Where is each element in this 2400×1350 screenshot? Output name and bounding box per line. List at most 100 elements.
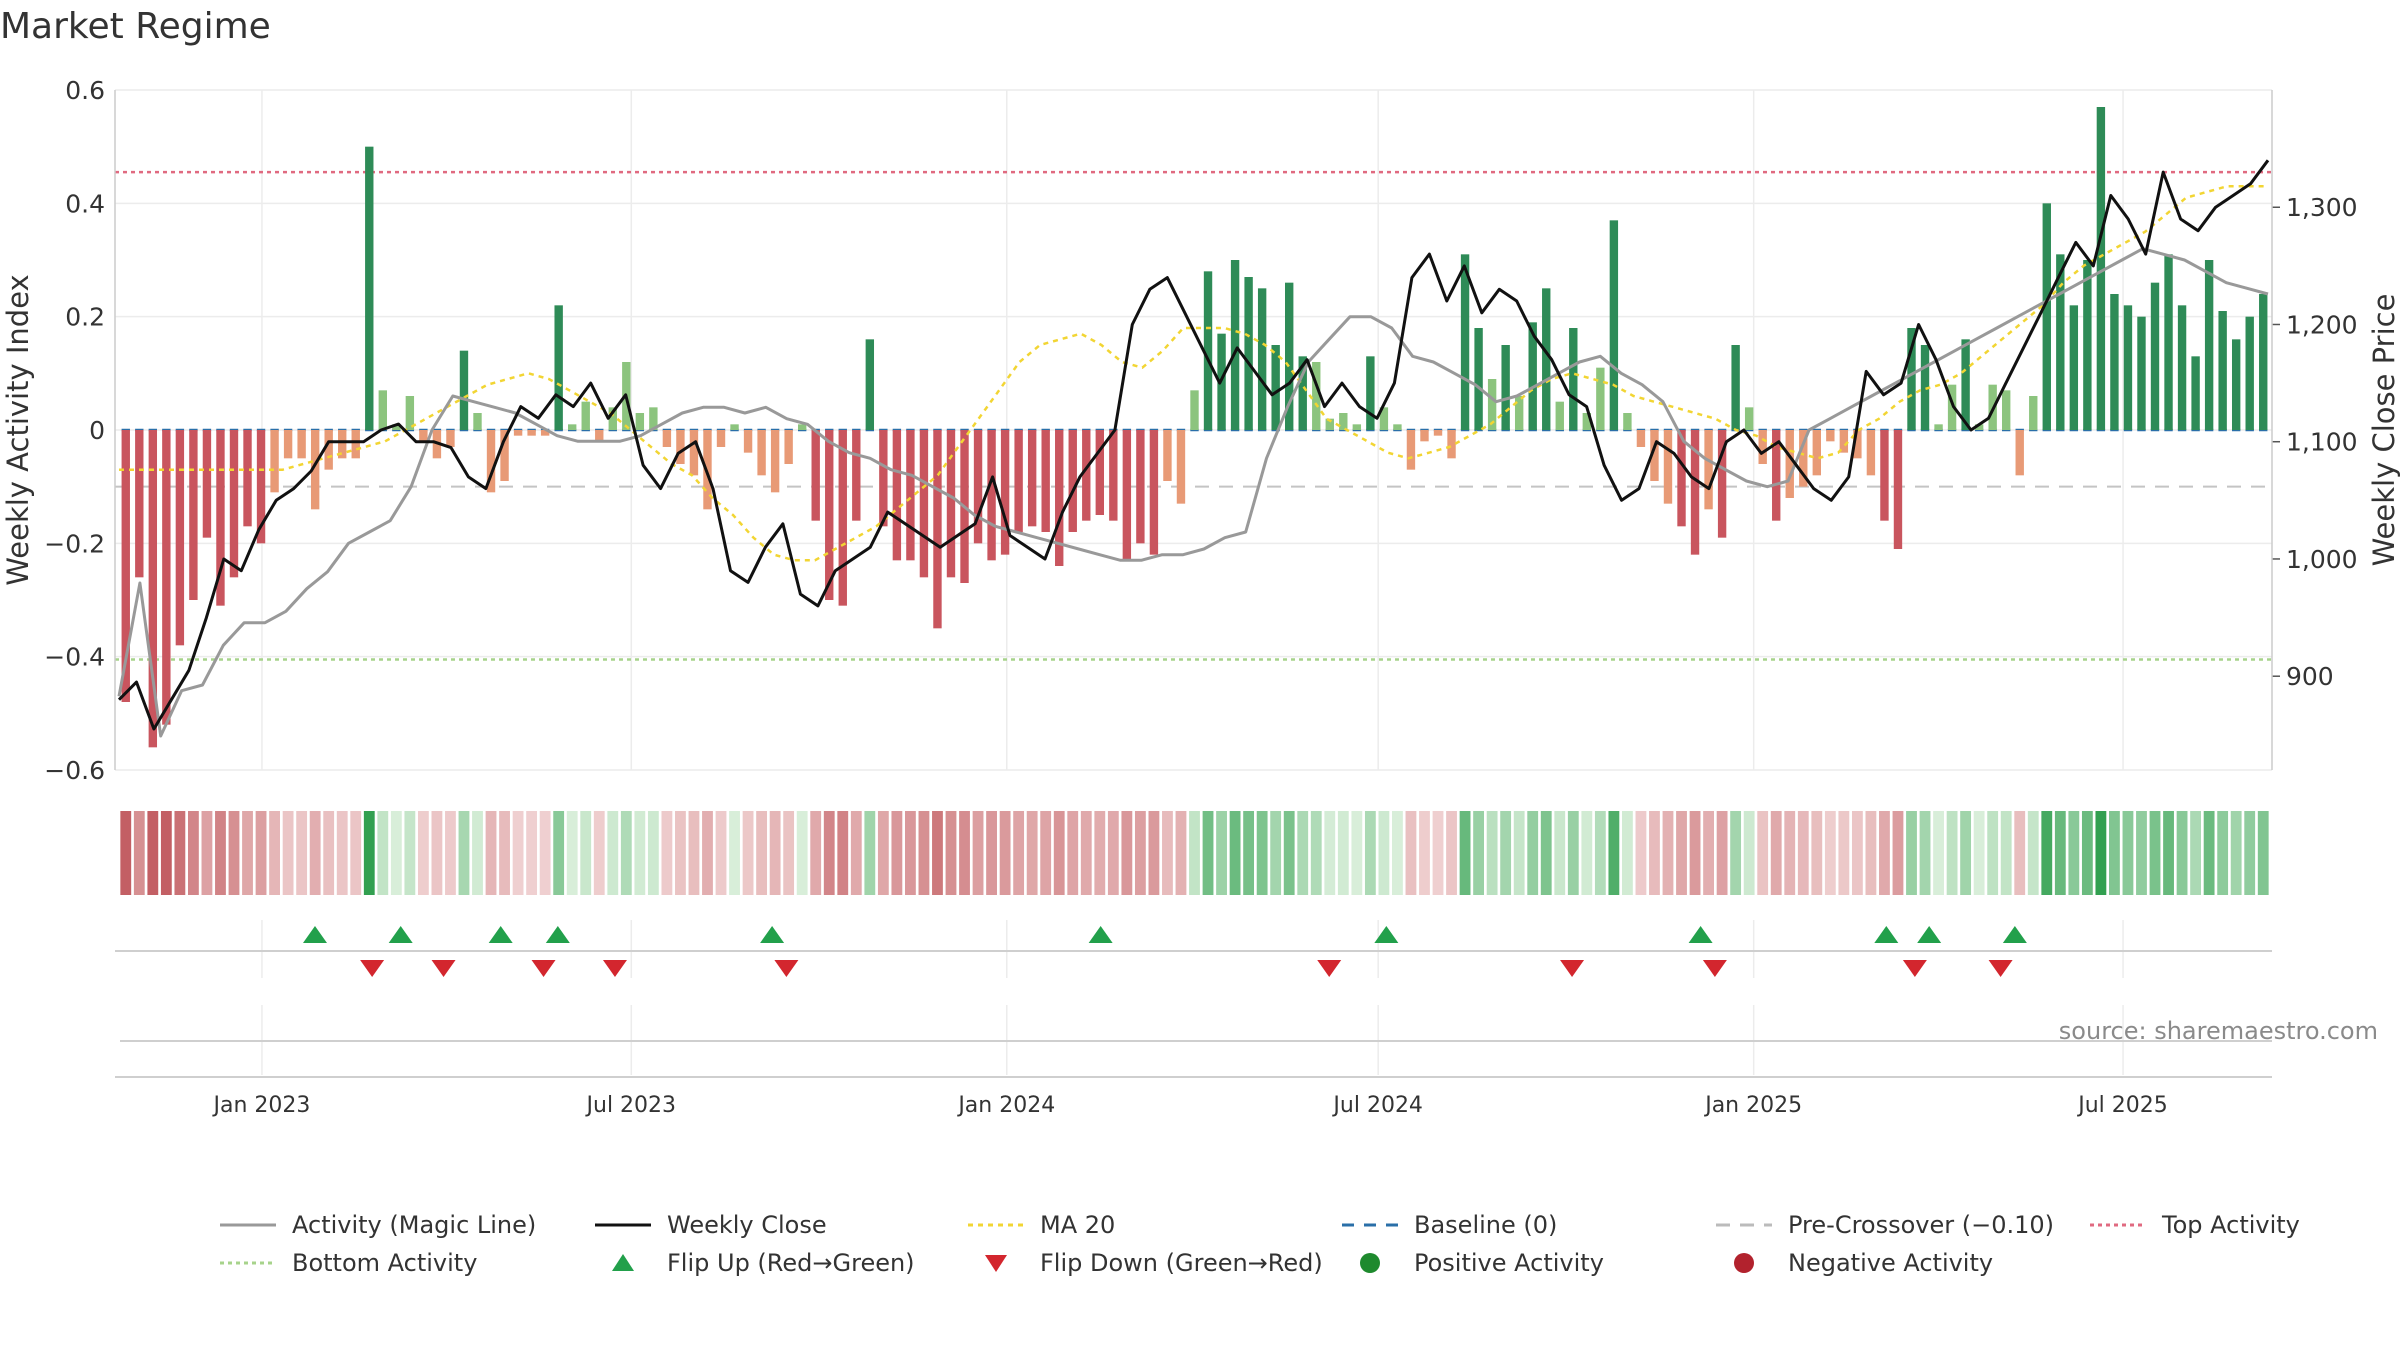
y2-tick-label: 900	[2286, 662, 2334, 691]
activity-bar	[1514, 396, 1524, 430]
heat-cell	[675, 811, 686, 895]
x-tick-label: Jul 2023	[585, 1093, 677, 1118]
activity-bar	[148, 430, 158, 748]
activity-bar	[635, 413, 645, 430]
heat-cell	[647, 811, 659, 895]
heat-cell	[1216, 811, 1227, 895]
activity-bar	[1744, 407, 1754, 430]
heat-cell	[1392, 811, 1403, 895]
heat-cell	[850, 811, 862, 895]
activity-bar	[405, 396, 415, 430]
heat-cell	[1757, 811, 1769, 895]
heat-cell	[918, 811, 930, 895]
legend-swatch	[1734, 1253, 1754, 1273]
activity-bar	[1244, 277, 1253, 430]
heat-cell	[1824, 811, 1836, 895]
activity-bar	[1555, 401, 1564, 430]
activity-bar	[1866, 430, 1876, 476]
activity-bar	[1014, 430, 1023, 532]
activity-bar	[1190, 390, 1199, 430]
heat-cell	[593, 811, 605, 895]
activity-bar	[2204, 260, 2214, 430]
activity-bar	[554, 305, 563, 430]
legend-item: Flip Down (Green→Red)	[985, 1249, 1323, 1277]
flip-markers	[302, 926, 2027, 977]
heat-cell	[783, 811, 795, 895]
activity-bar	[1609, 220, 1619, 430]
heat-cell	[1053, 811, 1065, 895]
activity-bar	[1176, 430, 1186, 504]
heat-cell	[282, 811, 294, 895]
heat-cell	[877, 811, 889, 895]
activity-bar	[1109, 430, 1118, 521]
heat-cell	[661, 811, 673, 895]
heat-cell	[1770, 811, 1782, 895]
activity-bar	[1055, 430, 1064, 566]
activity-bar	[1690, 430, 1700, 555]
heat-cell	[350, 811, 362, 895]
activity-bar	[1460, 254, 1470, 430]
heat-cell	[945, 811, 957, 895]
heat-cell	[1419, 811, 1430, 895]
heat-cell	[2027, 811, 2039, 895]
y2-tick-label: 1,100	[2286, 428, 2358, 457]
heat-cell	[1946, 811, 1958, 895]
activity-bar	[662, 430, 672, 447]
flip-down-marker	[1702, 960, 1727, 977]
activity-bar	[283, 430, 293, 459]
x-tick-label: Jan 2025	[1703, 1093, 1802, 1118]
activity-bar	[1528, 322, 1537, 430]
chart-title: Market Regime	[0, 6, 271, 47]
activity-bar	[2259, 294, 2268, 430]
heat-cell	[1026, 811, 1038, 895]
flip-up-marker	[545, 926, 570, 943]
heat-cell	[796, 811, 808, 895]
activity-bar	[1027, 430, 1037, 527]
activity-bar	[1704, 430, 1713, 510]
heat-cell	[2095, 811, 2107, 895]
activity-bar	[216, 430, 225, 606]
heat-cell	[1567, 811, 1579, 895]
heat-cell	[999, 811, 1011, 895]
activity-bar	[865, 339, 875, 430]
heat-cell	[2109, 811, 2120, 895]
activity-bar	[1082, 430, 1091, 521]
y-tick-label: 0.4	[65, 189, 105, 218]
flip-up-marker	[1874, 926, 1899, 943]
heat-cell	[2000, 811, 2012, 895]
heat-cell	[1270, 811, 1282, 895]
y-tick-label: −0.4	[44, 643, 105, 672]
heat-cell	[242, 811, 253, 895]
activity-bar	[2002, 390, 2011, 430]
legend-item: MA 20	[968, 1211, 1115, 1239]
heat-cell	[1797, 811, 1809, 895]
heat-cell	[580, 811, 592, 895]
activity-bar	[1799, 430, 1808, 487]
y-tick-label: 0.2	[65, 303, 105, 332]
flip-down-marker	[431, 960, 456, 977]
heat-cell	[1013, 811, 1025, 895]
flip-down-marker	[602, 960, 627, 977]
heat-cell	[959, 811, 970, 895]
flip-up-marker	[1374, 926, 1399, 943]
activity-bar	[1339, 413, 1348, 430]
activity-bar	[1393, 424, 1402, 430]
activity-bar	[2042, 203, 2051, 430]
heat-cell	[2190, 811, 2202, 895]
heat-cell	[1554, 811, 1566, 895]
legend-item: Pre-Crossover (−0.10)	[1716, 1211, 2054, 1239]
heat-cell	[566, 811, 578, 895]
activity-bar	[1907, 328, 1916, 430]
activity-bar	[1136, 430, 1145, 544]
heat-cell	[174, 811, 186, 895]
activity-bar	[1163, 430, 1172, 481]
activity-bar	[1934, 424, 1943, 430]
heat-cell	[458, 811, 470, 895]
heat-cell	[215, 811, 226, 895]
activity-bar	[2083, 260, 2092, 430]
heat-cell	[1459, 811, 1471, 895]
heat-cell	[1973, 811, 1985, 895]
activity-bar	[1312, 362, 1321, 430]
heat-cell	[620, 811, 632, 895]
